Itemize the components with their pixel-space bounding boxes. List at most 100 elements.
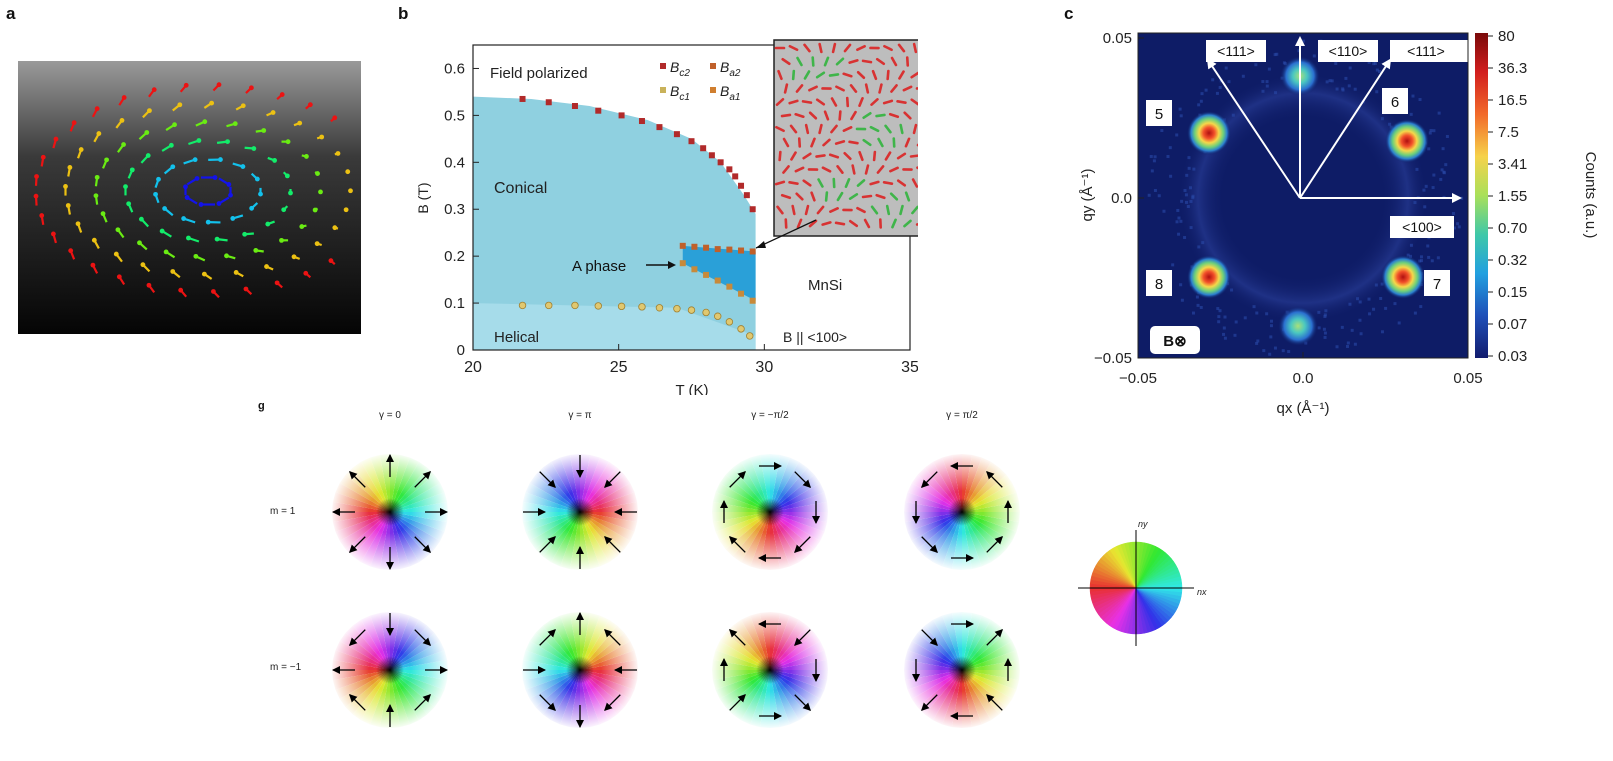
colorbar-tick: 0.70 [1498, 220, 1527, 237]
c-y-axis-label: qy (Å⁻¹) [1079, 169, 1096, 222]
marker-Bc2 [709, 152, 715, 158]
colorbar-tick: 0.07 [1498, 316, 1527, 333]
legend-swatch [710, 87, 716, 93]
skyrmion-3d-render [18, 61, 361, 334]
dir-label-111-left: <111> [1217, 43, 1255, 59]
skyrmion-texture [520, 452, 640, 572]
marker-Bc2 [639, 118, 645, 124]
skyrmion-texture [330, 452, 450, 572]
label-field-direction: B || <100> [783, 329, 847, 345]
legend-swatch [710, 63, 716, 69]
colorbar-tick: 80 [1498, 28, 1515, 45]
colorbar-tick: 7.5 [1498, 124, 1519, 141]
marker-Ba1 [703, 272, 709, 278]
skyrmion-texture [330, 610, 450, 730]
marker-Bc1 [545, 302, 552, 309]
legend-entry: Ba2 [720, 59, 741, 79]
x-tick-label: 35 [901, 359, 918, 376]
legend: Bc2 Ba2 Bc1 Ba1 [660, 59, 741, 103]
marker-Bc1 [738, 326, 745, 333]
x-tick-label: 20 [464, 359, 482, 376]
colorbar-tick: 16.5 [1498, 92, 1527, 109]
legend-entry: Ba1 [720, 83, 740, 103]
col-header-2: γ = −π/2 [751, 410, 789, 421]
inset-skyrmion-lattice [774, 40, 918, 236]
marker-Bc2 [520, 96, 526, 102]
marker-Bc1 [703, 309, 710, 316]
marker-Ba1 [726, 284, 732, 290]
marker-Ba2 [738, 248, 744, 254]
marker-Bc2 [718, 159, 724, 165]
spot-label-7: 7 [1433, 276, 1441, 293]
spot-label-5: 5 [1155, 106, 1163, 123]
marker-Ba1 [738, 291, 744, 297]
panel-letter-a: a [6, 4, 15, 24]
marker-Ba2 [691, 244, 697, 250]
colorbar-label: Counts (a.u.) [1582, 152, 1599, 239]
y-tick-label: 0.2 [444, 248, 465, 265]
col-header-0: γ = 0 [379, 410, 401, 421]
c-x-tick: 0.05 [1453, 370, 1482, 387]
marker-Ba2 [726, 247, 732, 253]
colorbar [1475, 33, 1488, 358]
marker-Bc2 [732, 173, 738, 179]
bragg-spot [1278, 306, 1318, 346]
field-symbol: B⊗ [1163, 333, 1186, 350]
marker-Ba1 [750, 298, 756, 304]
bragg-spot [1385, 119, 1429, 163]
c-x-tick: −0.05 [1119, 370, 1157, 387]
marker-Ba2 [680, 243, 686, 249]
marker-Bc2 [689, 138, 695, 144]
marker-Bc2 [700, 145, 706, 151]
label-conical: Conical [494, 180, 547, 197]
marker-Bc2 [572, 103, 578, 109]
marker-Bc1 [746, 333, 753, 340]
marker-Ba1 [691, 266, 697, 272]
bragg-spot [1381, 255, 1425, 299]
marker-Bc1 [639, 304, 646, 311]
marker-Bc1 [519, 302, 526, 309]
label-field-polarized: Field polarized [490, 65, 588, 82]
phase-diagram: 20 25 30 35 0 0.1 0.2 0.3 0.4 0.5 0.6 Field polari… [398, 20, 918, 395]
skyrmion-texture [710, 610, 830, 730]
x-axis-label: T (K) [675, 382, 708, 395]
skyrmion-texture [520, 610, 640, 730]
marker-Ba2 [750, 248, 756, 254]
marker-Bc1 [618, 303, 625, 310]
y-tick-label: 0.3 [444, 201, 465, 218]
dir-label-100: <100> [1402, 219, 1442, 235]
marker-Bc2 [744, 192, 750, 198]
marker-Bc1 [595, 303, 602, 310]
colorbar-tick: 0.15 [1498, 284, 1527, 301]
marker-Bc2 [726, 166, 732, 172]
legend-entry: Bc2 [670, 59, 690, 79]
wheel-y-label: ny [1138, 519, 1148, 529]
legend-swatch [660, 63, 666, 69]
label-helical: Helical [494, 329, 539, 346]
x-tick-label: 30 [755, 359, 773, 376]
marker-Bc2 [546, 99, 552, 105]
col-header-3: γ = π/2 [946, 410, 978, 421]
marker-Bc1 [714, 313, 721, 320]
colorbar-tick: 1.55 [1498, 188, 1527, 205]
marker-Bc2 [674, 131, 680, 137]
marker-Bc2 [595, 108, 601, 114]
bragg-spot [1187, 111, 1231, 155]
color-wheel-legend: nx ny [1078, 519, 1207, 646]
marker-Bc2 [619, 112, 625, 118]
row-label-0: m = 1 [270, 506, 296, 517]
bragg-spot [1187, 255, 1231, 299]
spot-label-6: 6 [1391, 94, 1399, 111]
row-label-1: m = −1 [270, 662, 302, 673]
colorbar-tick: 36.3 [1498, 60, 1527, 77]
marker-Bc1 [726, 319, 733, 326]
marker-Bc1 [656, 304, 663, 311]
y-tick-label: 0.4 [444, 154, 465, 171]
sans-pattern: <111> <110> <111> <100> 5 6 8 7 B⊗ −0.05… [1060, 20, 1613, 420]
y-tick-label: 0 [457, 342, 465, 359]
skyrmion-texture [902, 452, 1022, 572]
c-y-tick: 0.05 [1103, 30, 1132, 47]
marker-Bc1 [572, 302, 579, 309]
dir-label-110: <110> [1329, 43, 1368, 59]
wheel-x-label: nx [1197, 587, 1207, 597]
